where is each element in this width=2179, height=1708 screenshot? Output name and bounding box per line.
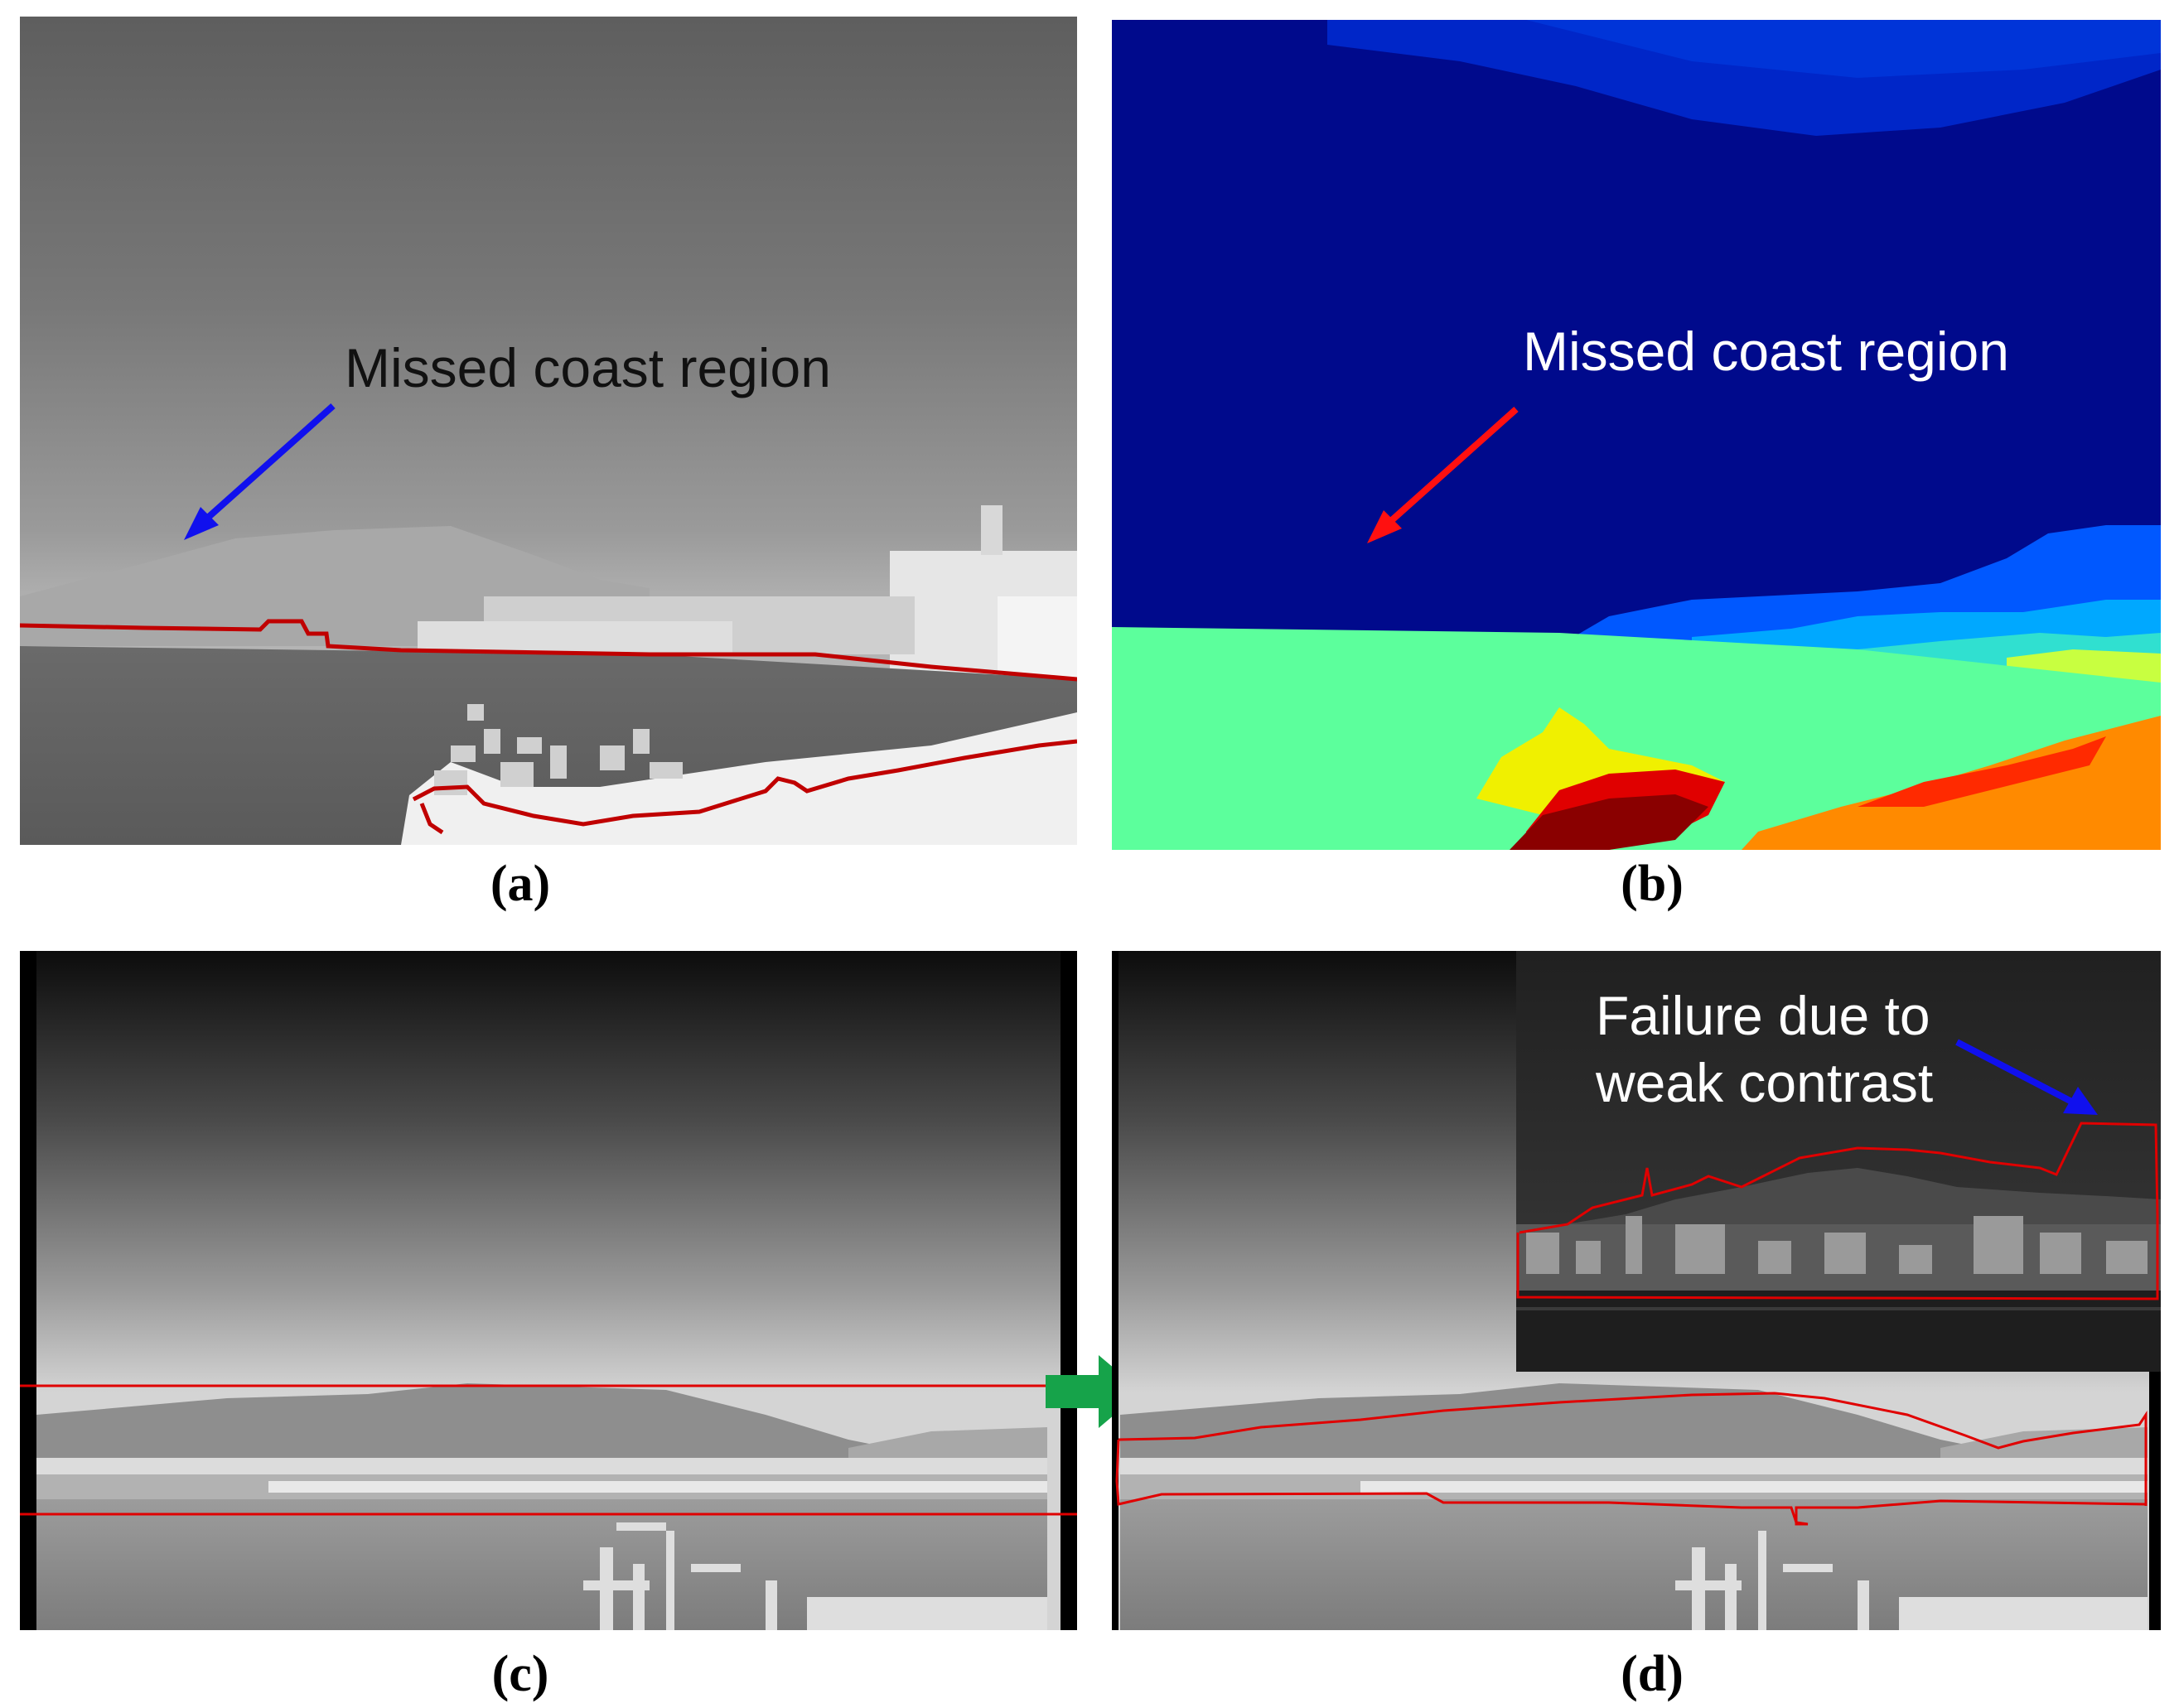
- plant-silhouette-c: [583, 1522, 1047, 1630]
- inset-contour: [1516, 1122, 2159, 1300]
- inset-zoom-image: [1516, 951, 2161, 1372]
- coast-contour-lower: [412, 739, 1077, 827]
- panel-b-segmentation-map: Missed coast region: [1112, 20, 2161, 850]
- plant-silhouette: [434, 704, 683, 795]
- panel-b-arrow-icon: [1367, 407, 1519, 543]
- panel-c-caption: (c): [491, 1646, 549, 1702]
- panel-a-annotation: Missed coast region: [345, 337, 831, 398]
- panel-b-annotation: Missed coast region: [1523, 321, 2009, 382]
- coast-contour-upper: [20, 619, 1077, 682]
- panel-a-thermal-image: Missed coast region: [20, 17, 1077, 845]
- panel-d-thermal-frame: Failure due to weak contrast: [1112, 951, 2161, 1630]
- panel-a-arrow-icon: [184, 403, 336, 540]
- panel-c-thermal-frame: [20, 951, 1077, 1630]
- panel-d-image: [1112, 951, 2161, 1630]
- panel-d-caption: (d): [1621, 1646, 1684, 1702]
- panel-c-image: [20, 951, 1077, 1630]
- detected-sea-contour: [1115, 1439, 2147, 1526]
- panel-d-arrow-icon: [1955, 1039, 2098, 1115]
- panel-a-image: [20, 17, 1077, 845]
- panel-a-caption: (a): [490, 856, 551, 912]
- panel-d-annotation-line-1: Failure due to: [1596, 985, 1930, 1046]
- panel-d-annotation-line-2: weak contrast: [1596, 1051, 1934, 1113]
- detected-coast-contour: [1118, 1392, 2148, 1506]
- panel-b-image: [1112, 20, 2161, 850]
- plant-silhouette-d: [1675, 1531, 2148, 1630]
- panel-d-annotation: Failure due to weak contrast: [1596, 982, 1933, 1116]
- panel-b-caption: (b): [1621, 856, 1684, 912]
